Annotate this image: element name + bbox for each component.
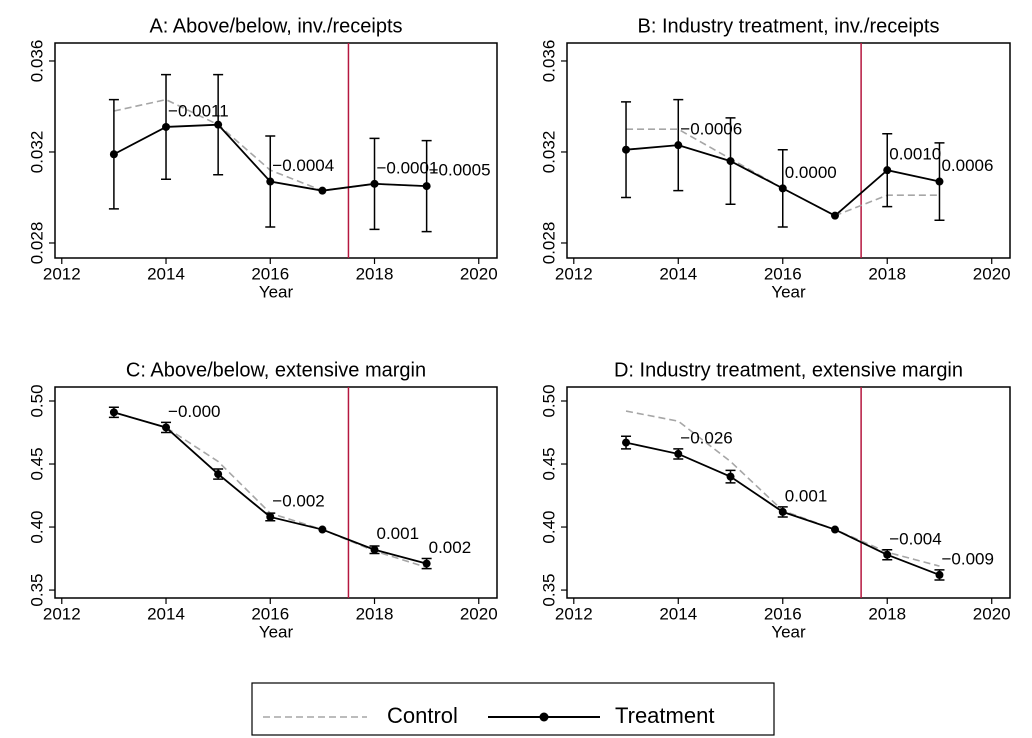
x-tick-label: 2016 xyxy=(251,264,289,283)
y-tick-label: 0.35 xyxy=(27,574,46,607)
point xyxy=(422,559,431,568)
x-tick-label: 2016 xyxy=(251,604,289,623)
x-tick-label: 2018 xyxy=(868,264,906,283)
x-tick-label: 2016 xyxy=(764,264,802,283)
point xyxy=(726,157,735,166)
legend-box xyxy=(251,682,775,736)
point xyxy=(830,211,839,220)
x-tick-label: 2020 xyxy=(973,604,1011,623)
y-tick-label: 0.40 xyxy=(539,510,558,543)
coefficient-label: −0.0001 xyxy=(377,158,439,177)
plot-frame xyxy=(54,386,498,599)
y-tick-label: 0.50 xyxy=(539,384,558,417)
panel-title: A: Above/below, inv./receipts xyxy=(149,15,402,37)
point xyxy=(266,177,275,186)
coefficient-label: 0.001 xyxy=(785,486,828,505)
point xyxy=(622,438,631,447)
point xyxy=(109,150,118,159)
coefficient-label: −0.004 xyxy=(889,529,941,548)
y-tick-label: 0.036 xyxy=(27,40,46,83)
x-tick-label: 2012 xyxy=(43,604,81,623)
point xyxy=(883,550,892,559)
y-tick-label: 0.40 xyxy=(27,510,46,543)
point xyxy=(266,512,275,521)
point xyxy=(214,120,223,129)
point xyxy=(162,122,171,131)
coefficient-label: −0.026 xyxy=(680,428,732,447)
x-tick-label: 2018 xyxy=(356,604,394,623)
point xyxy=(935,177,944,186)
point xyxy=(318,525,327,534)
x-tick-label: 2014 xyxy=(659,264,697,283)
legend-marker xyxy=(539,712,549,722)
point xyxy=(622,145,631,154)
control-line xyxy=(113,411,427,569)
coefficient-label: −0.0011 xyxy=(168,101,229,120)
point xyxy=(318,186,327,195)
point xyxy=(162,423,171,432)
x-axis-label: Year xyxy=(771,282,806,301)
x-tick-label: 2020 xyxy=(460,604,498,623)
point xyxy=(674,141,683,150)
plot-frame xyxy=(566,386,1011,599)
y-tick-label: 0.036 xyxy=(539,40,558,83)
point xyxy=(883,166,892,175)
point xyxy=(778,184,787,193)
coefficient-label: −0.0006 xyxy=(680,120,742,139)
point xyxy=(674,449,683,458)
x-tick-label: 2012 xyxy=(555,264,593,283)
coefficient-label: 0.002 xyxy=(429,538,472,557)
coefficient-label: 0.0010 xyxy=(889,145,941,164)
x-tick-label: 2018 xyxy=(868,604,906,623)
x-tick-label: 2014 xyxy=(147,604,185,623)
coefficient-label: −0.002 xyxy=(272,491,324,510)
coefficient-label: 0.0000 xyxy=(785,163,837,182)
x-tick-label: 2012 xyxy=(43,264,81,283)
x-tick-label: 2018 xyxy=(356,264,394,283)
y-tick-label: 0.45 xyxy=(539,447,558,480)
y-tick-label: 0.028 xyxy=(27,222,46,265)
panel-title: D: Industry treatment, extensive margin xyxy=(614,359,963,381)
plot-frame xyxy=(566,42,1011,259)
legend-label: Treatment xyxy=(615,703,714,728)
panel-title: C: Above/below, extensive margin xyxy=(126,359,426,381)
y-tick-label: 0.50 xyxy=(27,384,46,417)
point xyxy=(370,545,379,554)
point xyxy=(214,470,223,479)
x-tick-label: 2012 xyxy=(555,604,593,623)
x-tick-label: 2014 xyxy=(659,604,697,623)
x-axis-label: Year xyxy=(259,282,294,301)
plot-frame xyxy=(54,42,498,259)
coefficient-label: −0.0005 xyxy=(429,161,491,180)
coefficient-label: −0.000 xyxy=(168,402,220,421)
point xyxy=(726,472,735,481)
panel-title: B: Industry treatment, inv./receipts xyxy=(638,15,940,37)
point xyxy=(422,182,431,191)
x-tick-label: 2014 xyxy=(147,264,185,283)
coefficient-label: 0.001 xyxy=(377,524,420,543)
y-tick-label: 0.028 xyxy=(539,222,558,265)
coefficient-label: −0.009 xyxy=(941,549,993,568)
y-tick-label: 0.35 xyxy=(539,574,558,607)
y-tick-label: 0.032 xyxy=(539,131,558,174)
x-tick-label: 2020 xyxy=(460,264,498,283)
x-tick-label: 2020 xyxy=(973,264,1011,283)
legend-label: Control xyxy=(387,703,458,728)
y-tick-label: 0.032 xyxy=(27,131,46,174)
point xyxy=(778,507,787,516)
x-tick-label: 2016 xyxy=(764,604,802,623)
x-axis-label: Year xyxy=(771,622,806,641)
y-tick-label: 0.45 xyxy=(27,447,46,480)
point xyxy=(935,570,944,579)
coefficient-label: −0.0004 xyxy=(272,156,334,175)
point xyxy=(109,408,118,417)
coefficient-label: 0.0006 xyxy=(941,156,993,175)
point xyxy=(830,525,839,534)
x-axis-label: Year xyxy=(259,622,294,641)
point xyxy=(370,179,379,188)
